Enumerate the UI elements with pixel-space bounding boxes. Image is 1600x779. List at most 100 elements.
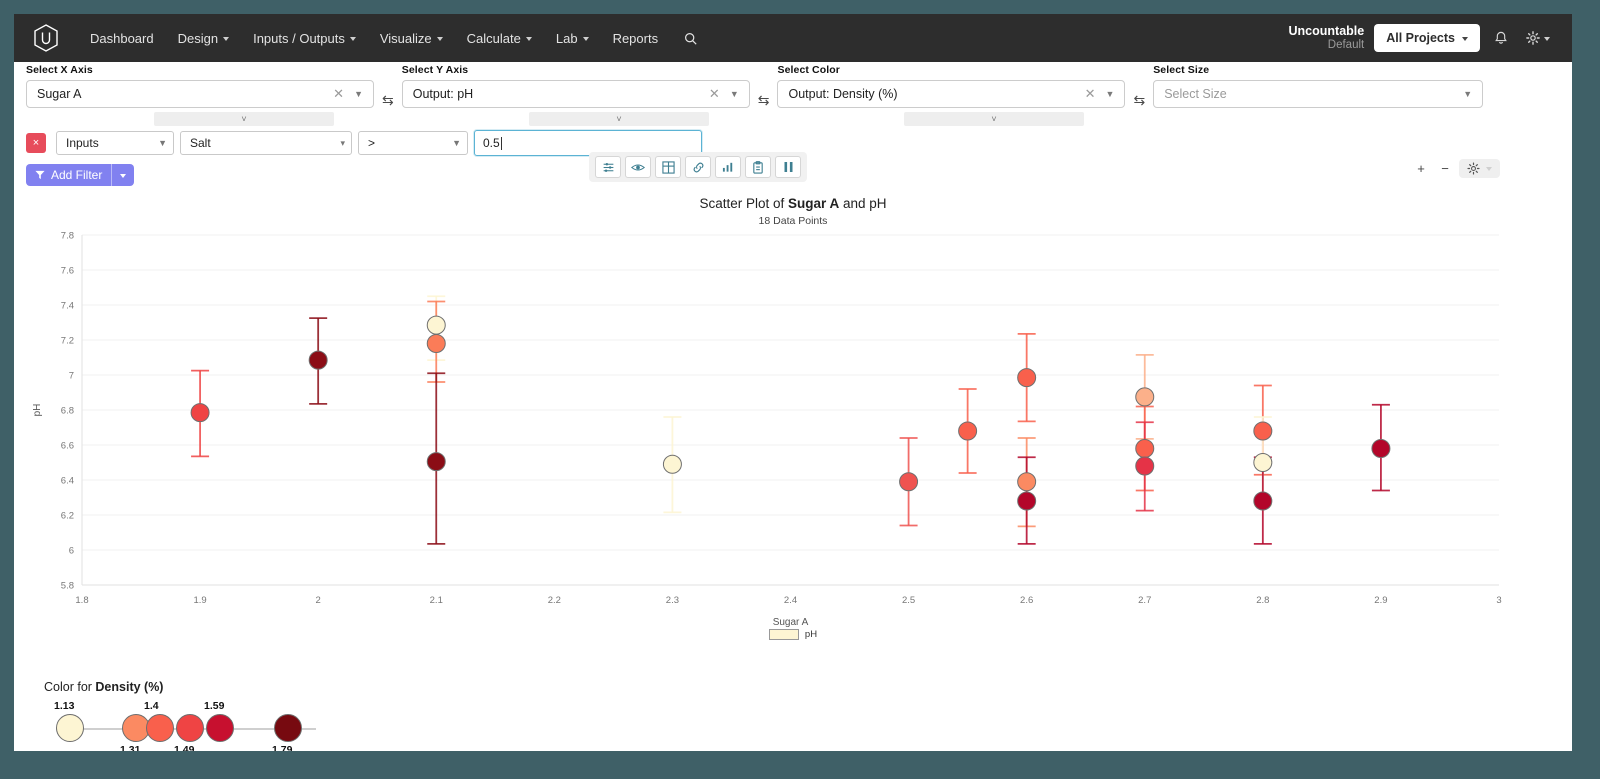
clipboard-icon[interactable]	[745, 156, 771, 178]
scatter-point[interactable]	[190, 403, 210, 423]
nav-item-reports[interactable]: Reports	[601, 25, 671, 52]
nav-item-inputs-outputs[interactable]: Inputs / Outputs	[241, 25, 368, 52]
color-legend-swatch[interactable]	[176, 714, 204, 742]
collapse-handle-x[interactable]: ˅	[154, 112, 334, 126]
color-legend-value: 1.79	[272, 744, 293, 751]
nav-item-dashboard[interactable]: Dashboard	[78, 25, 166, 52]
chevron-down-icon[interactable]: ▼	[1463, 89, 1473, 99]
chevron-down-icon[interactable]: ▼	[729, 89, 739, 99]
scatter-point[interactable]	[1135, 387, 1155, 407]
add-filter-button[interactable]: Add Filter	[26, 164, 135, 186]
nav-item-design[interactable]: Design	[166, 25, 241, 52]
color-legend-scale[interactable]: 1.13 1.31 1.4 1.49 1.59 1.79	[44, 700, 344, 751]
eye-icon[interactable]	[625, 156, 651, 178]
settings-gear-button[interactable]	[1522, 27, 1554, 49]
select-y-axis-dropdown[interactable]: Output: pH ✕ ▼	[401, 80, 750, 108]
scatter-point[interactable]	[1135, 456, 1155, 476]
swap-y-color-icon[interactable]: ⇆	[757, 91, 770, 108]
bar-chart-icon[interactable]	[715, 156, 741, 178]
zoom-out-label: −	[1441, 160, 1449, 176]
chart-title-bold: Sugar A	[787, 196, 840, 211]
x-axis-tick: 3	[1496, 595, 1501, 606]
chevron-down-icon	[1544, 36, 1550, 41]
color-legend-swatch[interactable]	[274, 714, 302, 742]
clear-y-axis-icon[interactable]: ✕	[708, 86, 720, 101]
scatter-plot-svg[interactable]: 5.8 6 6.2 6.4 6.6 6.8 7 7.2 7.4 7.6 7.8 1.8 1.9 2 2.1 2…	[14, 227, 1572, 628]
color-legend-swatch[interactable]	[206, 714, 234, 742]
chart-settings-button[interactable]	[1459, 158, 1500, 178]
y-axis-tick: 7.4	[61, 301, 74, 312]
color-legend-value: 1.49	[174, 744, 195, 751]
hexagon-u-logo-icon[interactable]	[32, 23, 60, 53]
add-filter-main[interactable]: Add Filter	[26, 164, 111, 186]
y-axis-tick: 6	[69, 546, 74, 557]
chevron-down-icon[interactable]: ▼	[1105, 89, 1115, 99]
x-axis-tick: 2.5	[902, 595, 915, 606]
select-x-axis-dropdown[interactable]: Sugar A ✕ ▼	[26, 80, 374, 108]
y-axis-tick: 6.4	[61, 476, 74, 487]
scatter-point[interactable]	[1135, 439, 1155, 458]
zoom-in-button[interactable]: +	[1411, 158, 1431, 178]
x-axis-tick: 1.8	[75, 595, 88, 606]
nav-item-visualize[interactable]: Visualize	[368, 25, 455, 52]
color-legend-swatch[interactable]	[56, 714, 84, 742]
link-icon[interactable]	[685, 156, 711, 178]
y-axis-tick: 6.6	[61, 441, 74, 452]
nav-item-calculate[interactable]: Calculate	[455, 25, 544, 52]
zoom-out-button[interactable]: −	[1435, 158, 1455, 178]
swap-x-y-icon[interactable]: ⇆	[382, 91, 394, 108]
bell-icon[interactable]	[1490, 27, 1512, 50]
color-legend-swatch[interactable]	[146, 714, 174, 742]
sliders-icon[interactable]	[595, 156, 621, 178]
filter-source-dropdown[interactable]: Inputs ▼	[56, 131, 174, 155]
add-filter-dropdown-toggle[interactable]	[112, 164, 134, 186]
app-window: Dashboard Design Inputs / Outputs Visual…	[14, 14, 1572, 751]
chevron-down-icon	[436, 36, 443, 41]
scatter-point[interactable]	[426, 334, 446, 353]
funnel-icon	[35, 170, 45, 180]
search-icon[interactable]	[670, 26, 711, 51]
filter-value-input[interactable]: 0.5	[474, 130, 702, 156]
select-color-dropdown[interactable]: Output: Density (%) ✕ ▼	[777, 80, 1126, 108]
select-size-dropdown[interactable]: Select Size ▼	[1153, 80, 1484, 108]
color-legend: Color for Density (%) 1.13 1.31 1.4 1.49 1.5…	[14, 666, 1572, 751]
table-grid-icon[interactable]	[655, 156, 681, 178]
collapse-handle-y[interactable]: ˅	[529, 112, 709, 126]
scatter-point[interactable]	[1253, 421, 1273, 441]
scatter-point[interactable]	[899, 472, 919, 492]
top-navbar: Dashboard Design Inputs / Outputs Visual…	[14, 14, 1572, 62]
remove-filter-button[interactable]: ×	[26, 133, 46, 153]
clear-color-icon[interactable]: ✕	[1084, 86, 1096, 101]
clear-x-axis-icon[interactable]: ✕	[333, 86, 345, 101]
zoom-controls: + −	[1411, 158, 1500, 178]
scatter-point[interactable]	[1017, 368, 1037, 388]
scatter-point[interactable]	[1017, 491, 1037, 511]
collapse-handle-color[interactable]: ˅	[904, 112, 1084, 126]
chevron-down-icon	[1462, 36, 1468, 41]
nav-item-lab[interactable]: Lab	[544, 25, 601, 52]
scatter-point[interactable]	[662, 454, 682, 474]
x-axis-tick: 2.2	[548, 595, 561, 606]
scatter-point[interactable]	[308, 350, 328, 370]
swap-color-size-icon[interactable]: ⇆	[1133, 91, 1146, 108]
scatter-point[interactable]	[958, 421, 978, 441]
chart-subtitle: 18 Data Points	[758, 215, 828, 227]
chevron-down-icon: ▼	[158, 138, 167, 148]
chevron-down-icon[interactable]: ▼	[354, 89, 363, 99]
organization-name: Uncountable	[1288, 24, 1365, 39]
scatter-point[interactable]	[1017, 472, 1037, 492]
pause-columns-icon[interactable]	[775, 156, 801, 178]
filter-field-dropdown[interactable]: Salt ▾	[180, 131, 352, 155]
color-legend-value: 1.13	[54, 700, 75, 712]
legend-label-ph: pH	[804, 629, 818, 640]
chevron-down-icon: ▾	[340, 137, 345, 148]
filter-operator-dropdown[interactable]: > ▼	[358, 131, 468, 155]
scatter-point[interactable]	[1253, 491, 1273, 511]
color-legend-swatch[interactable]	[122, 714, 150, 742]
scatter-point[interactable]	[426, 452, 446, 472]
scatter-point[interactable]	[1253, 453, 1273, 472]
all-projects-button[interactable]: All Projects	[1374, 24, 1480, 52]
chevron-down-icon	[525, 36, 532, 41]
scatter-point[interactable]	[426, 315, 446, 335]
scatter-point[interactable]	[1371, 439, 1391, 458]
